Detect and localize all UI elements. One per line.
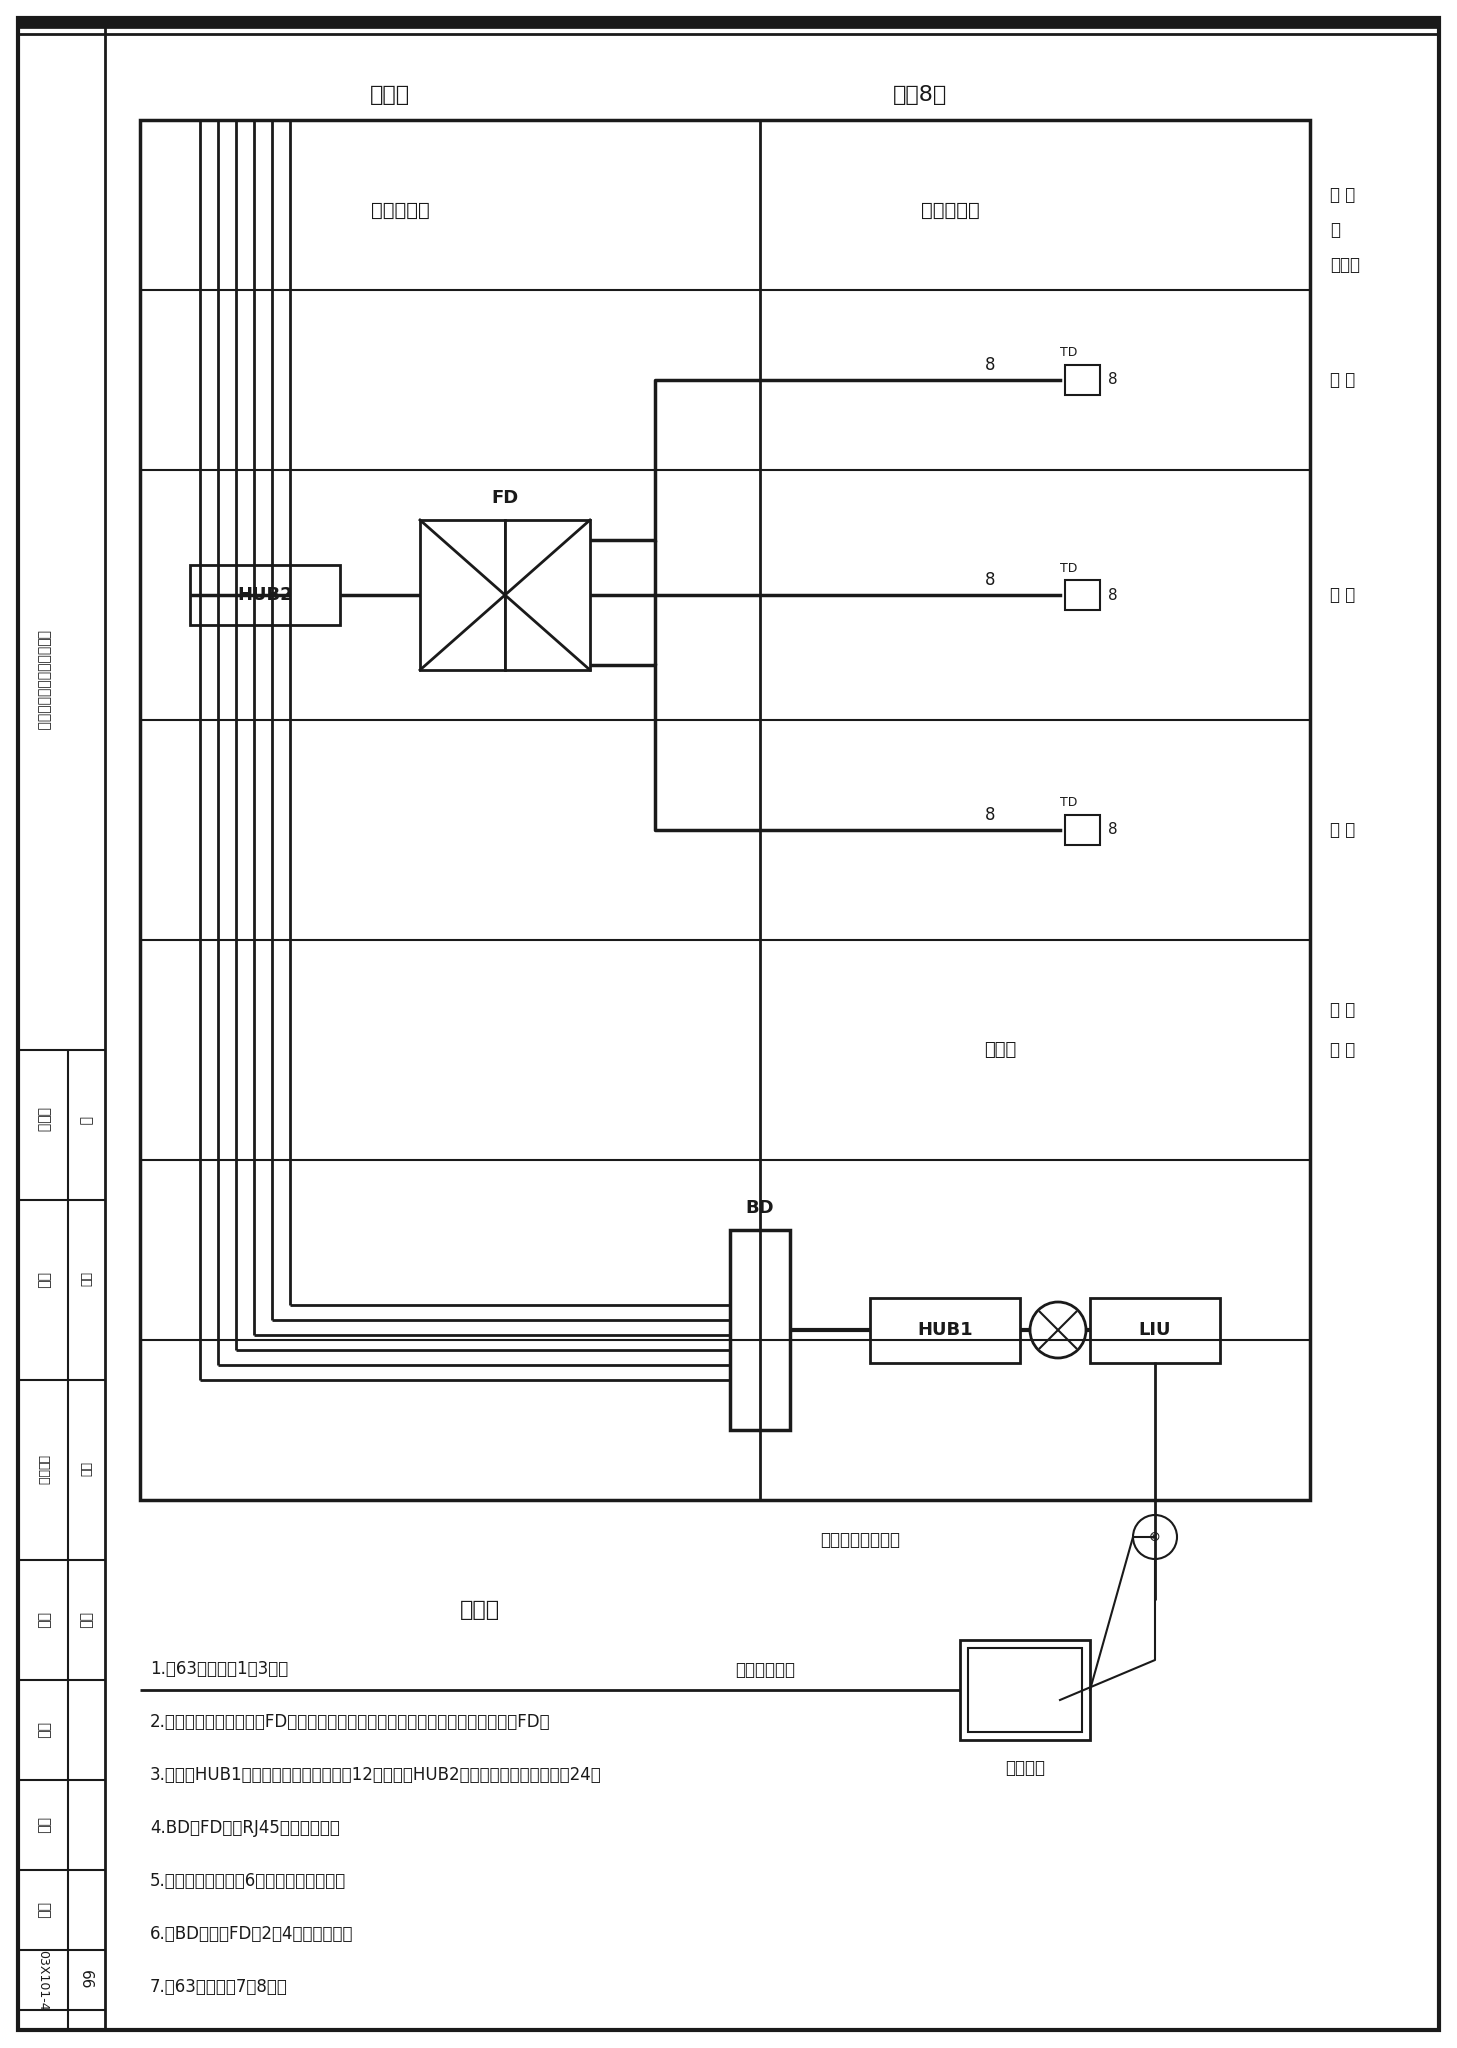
Text: TD: TD — [1061, 346, 1077, 360]
Bar — [967, 1649, 1083, 1733]
Text: 审核: 审核 — [79, 1272, 92, 1288]
Text: LIU: LIU — [1139, 1321, 1171, 1339]
Text: 每层8户: 每层8户 — [893, 86, 947, 104]
Text: 设计: 设计 — [36, 1272, 50, 1288]
Text: 光缆（小区引来）: 光缆（小区引来） — [820, 1532, 900, 1548]
Text: 03X101-4: 03X101-4 — [36, 1950, 50, 2011]
Text: 弱电间: 弱电间 — [370, 86, 409, 104]
Text: 校核: 校核 — [79, 1462, 92, 1477]
Text: 地 下: 地 下 — [1330, 1001, 1355, 1020]
Text: TD: TD — [1061, 797, 1077, 809]
Text: （正）: （正） — [36, 1108, 50, 1133]
Text: 4.BD和FD采用RJ45模块配线架．: 4.BD和FD采用RJ45模块配线架． — [150, 1819, 339, 1837]
Text: 3.集线器HUB1（或交换机）的端口数为12，集线器HUB2（或交换机）的端口数为24．: 3.集线器HUB1（或交换机）的端口数为12，集线器HUB2（或交换机）的端口数… — [150, 1765, 602, 1784]
Bar — [189, 565, 339, 625]
Text: TD: TD — [1061, 561, 1077, 575]
Bar — [870, 1298, 1020, 1364]
Text: 图号: 图号 — [36, 1612, 50, 1628]
Text: 综合布线: 综合布线 — [36, 1454, 50, 1485]
Text: HUB2: HUB2 — [237, 586, 293, 604]
Text: 页次: 页次 — [79, 1612, 92, 1628]
Text: 6.由BD至每个FD各2根4对对绞电缆．: 6.由BD至每个FD各2根4对对绞电缆． — [150, 1925, 354, 1944]
Bar — [1065, 365, 1100, 395]
Text: 同一至三层: 同一至三层 — [370, 201, 430, 219]
Text: 至: 至 — [1330, 221, 1340, 240]
Text: 综合布线系统工程设计实例: 综合布线系统工程设计实例 — [36, 629, 50, 731]
Text: 1.见63页说明第1～3条．: 1.见63页说明第1～3条． — [150, 1661, 288, 1677]
Text: 5.小区为本建筑提供6芯多模或单模光纤．: 5.小区为本建筑提供6芯多模或单模光纤． — [150, 1872, 347, 1890]
Text: 图幅: 图幅 — [36, 1903, 50, 1919]
Text: 图: 图 — [79, 1116, 92, 1124]
Bar — [1065, 815, 1100, 846]
Text: ⊗: ⊗ — [1150, 1530, 1161, 1544]
Text: 楼前手孔: 楼前手孔 — [1005, 1759, 1045, 1778]
Bar — [420, 520, 506, 670]
Text: HUB1: HUB1 — [918, 1321, 973, 1339]
Text: BD: BD — [746, 1198, 774, 1217]
Text: 四 层: 四 层 — [1330, 186, 1355, 205]
Bar — [1090, 1298, 1220, 1364]
Text: 一 层: 一 层 — [1330, 1040, 1355, 1059]
Text: 8: 8 — [985, 571, 995, 590]
Text: 8: 8 — [1107, 588, 1118, 602]
Text: 8: 8 — [1107, 373, 1118, 387]
Text: 8: 8 — [985, 807, 995, 823]
Text: 说　明: 说 明 — [460, 1599, 500, 1620]
Text: 7.见63页说明第7、8条．: 7.见63页说明第7、8条． — [150, 1978, 288, 1997]
Text: 同一至三层: 同一至三层 — [921, 201, 979, 219]
Text: 三 层: 三 层 — [1330, 371, 1355, 389]
Bar — [140, 121, 1310, 1499]
Text: 8: 8 — [985, 356, 995, 375]
Bar — [960, 1640, 1090, 1741]
Text: FD: FD — [491, 489, 519, 508]
Text: 一 层: 一 层 — [1330, 821, 1355, 840]
Text: 小区通信管道: 小区通信管道 — [734, 1661, 796, 1679]
Text: 设备间: 设备间 — [983, 1040, 1016, 1059]
Text: 二 层: 二 层 — [1330, 586, 1355, 604]
Bar — [1065, 580, 1100, 610]
Text: 比例: 比例 — [36, 1817, 50, 1833]
Text: 日期: 日期 — [36, 1722, 50, 1739]
Text: 8: 8 — [1107, 823, 1118, 838]
Text: 2.本图以每三层设置一个FD为例，在工程中应根据实际情况可每若干层设置一个FD．: 2.本图以每三层设置一个FD为例，在工程中应根据实际情况可每若干层设置一个FD． — [150, 1712, 551, 1731]
Text: 十八层: 十八层 — [1330, 256, 1359, 274]
Bar — [506, 520, 590, 670]
Bar — [730, 1231, 790, 1430]
Text: 66: 66 — [77, 1970, 92, 1991]
